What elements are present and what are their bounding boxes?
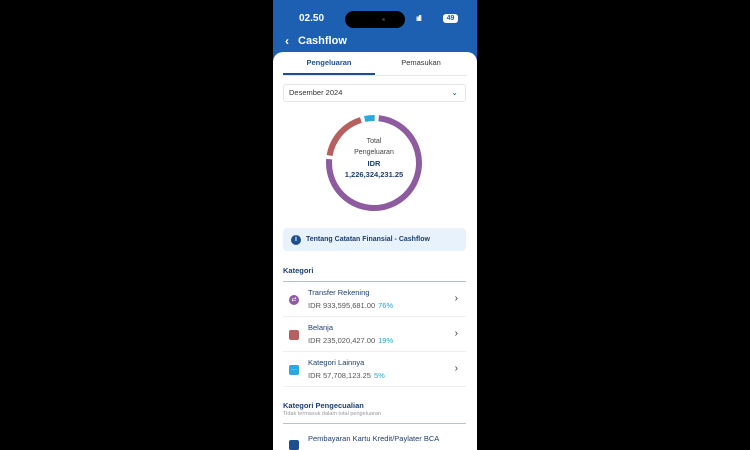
card-icon <box>289 440 299 450</box>
category-row[interactable]: Belanja IDR 235,020,427.00 19% › <box>283 317 466 352</box>
chevron-right-icon: › <box>454 328 458 339</box>
chevron-left-icon[interactable]: ‹ <box>285 34 289 48</box>
info-label: Tentang Catatan Finansial - Cashflow <box>306 236 430 243</box>
donut-label: Total <box>366 138 382 145</box>
tab-pemasukan[interactable]: Pemasukan <box>401 58 441 67</box>
period-value: Desember 2024 <box>289 88 343 97</box>
chevron-right-icon: › <box>454 363 458 374</box>
info-banner[interactable]: i Tentang Catatan Finansial - Cashflow <box>283 228 466 251</box>
category-name: Transfer Rekening <box>308 288 370 297</box>
excluded-name: Pembayaran Kartu Kredit/Paylater BCA <box>308 434 440 443</box>
signal-icon: ııll <box>416 14 422 23</box>
app-header: ‹ Cashflow <box>285 34 347 48</box>
category-amount: IDR 933,595,681.00 76% <box>308 301 394 310</box>
donut-label: Pengeluaran <box>354 149 394 156</box>
phone-screen: 02.50 ııll 49 ‹ Cashflow Pengeluaran Pem… <box>273 0 477 450</box>
battery-icon: 49 <box>443 14 458 23</box>
donut-currency: IDR <box>367 159 381 168</box>
excluded-row[interactable]: Pembayaran Kartu Kredit/Paylater BCA <box>283 430 466 450</box>
category-row[interactable]: ··· Kategori Lainnya IDR 57,708,123.25 5%… <box>283 352 466 387</box>
info-icon: i <box>291 234 301 245</box>
section-subtitle: Tidak termasuk dalam total pengeluaran <box>283 411 381 417</box>
category-amount: IDR 235,020,427.00 19% <box>308 336 394 345</box>
donut-total: 1,226,324,231.25 <box>344 170 404 179</box>
section-title: Kategori <box>283 266 314 275</box>
chevron-right-icon: › <box>454 293 458 304</box>
more-icon: ··· <box>289 365 299 375</box>
status-bar: 02.50 ııll 49 <box>273 6 477 32</box>
period-dropdown[interactable]: Desember 2024 ⌄ <box>283 84 466 102</box>
donut-segment <box>326 115 422 211</box>
donut-center: Total Pengeluaran IDR 1,226,324,231.25 <box>323 136 425 180</box>
section-title: Kategori Pengecualian <box>283 401 364 410</box>
shopping-bag-icon <box>289 330 299 340</box>
transfer-icon: ⇄ <box>289 295 299 305</box>
dynamic-island <box>345 11 405 28</box>
chevron-down-icon: ⌄ <box>451 88 458 97</box>
category-name: Kategori Lainnya <box>308 358 365 367</box>
content-card: Pengeluaran Pemasukan Desember 2024 ⌄ To… <box>273 52 477 450</box>
divider <box>283 423 466 424</box>
divider <box>283 281 466 282</box>
status-time: 02.50 <box>299 13 325 24</box>
tab-bar: Pengeluaran Pemasukan <box>283 52 467 76</box>
category-row[interactable]: ⇄ Transfer Rekening IDR 933,595,681.00 76… <box>283 282 466 317</box>
page-title: Cashflow <box>298 35 347 47</box>
category-name: Belanja <box>308 323 334 332</box>
donut-chart <box>326 115 422 211</box>
category-amount: IDR 57,708,123.25 5% <box>308 371 385 380</box>
tab-pengeluaran[interactable]: Pengeluaran <box>283 52 375 75</box>
